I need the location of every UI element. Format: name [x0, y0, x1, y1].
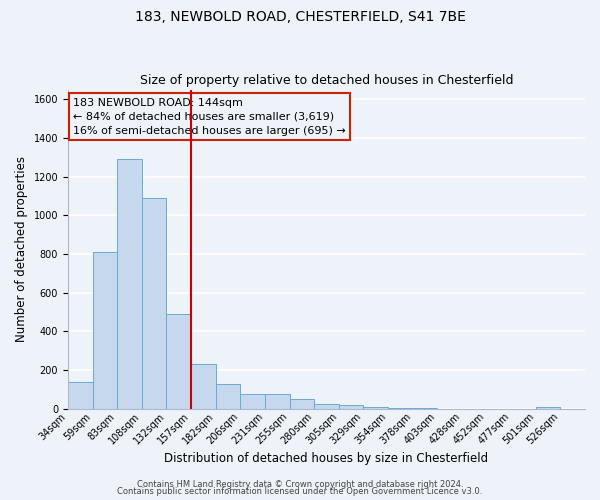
Bar — [215, 384, 240, 408]
Text: 183 NEWBOLD ROAD: 144sqm
← 84% of detached houses are smaller (3,619)
16% of sem: 183 NEWBOLD ROAD: 144sqm ← 84% of detach… — [73, 98, 346, 136]
Bar — [290, 400, 314, 408]
Bar — [339, 405, 364, 408]
Bar — [92, 252, 117, 408]
Title: Size of property relative to detached houses in Chesterfield: Size of property relative to detached ho… — [140, 74, 513, 87]
Text: Contains public sector information licensed under the Open Government Licence v3: Contains public sector information licen… — [118, 487, 482, 496]
Bar — [142, 198, 166, 408]
Text: Contains HM Land Registry data © Crown copyright and database right 2024.: Contains HM Land Registry data © Crown c… — [137, 480, 463, 489]
Bar — [240, 394, 265, 408]
Bar — [536, 406, 560, 408]
X-axis label: Distribution of detached houses by size in Chesterfield: Distribution of detached houses by size … — [164, 452, 488, 465]
Text: 183, NEWBOLD ROAD, CHESTERFIELD, S41 7BE: 183, NEWBOLD ROAD, CHESTERFIELD, S41 7BE — [134, 10, 466, 24]
Bar — [265, 394, 290, 408]
Bar — [314, 404, 339, 408]
Bar — [166, 314, 191, 408]
Bar — [191, 364, 215, 408]
Y-axis label: Number of detached properties: Number of detached properties — [15, 156, 28, 342]
Bar — [364, 406, 388, 408]
Bar — [117, 159, 142, 408]
Bar — [68, 382, 92, 408]
